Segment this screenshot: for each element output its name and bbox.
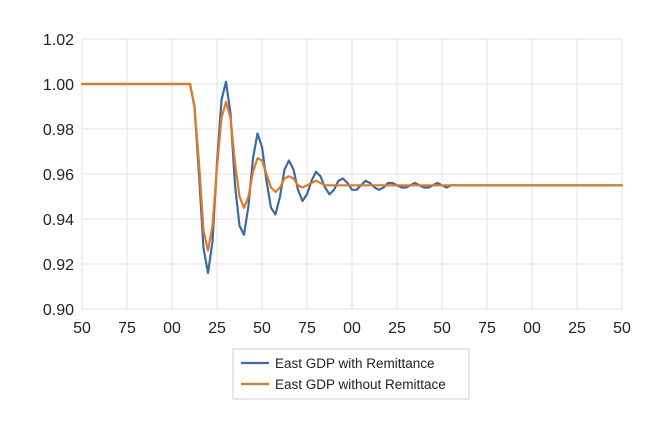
x-tick-label: 75 [118, 320, 136, 337]
x-tick-label: 50 [73, 320, 91, 337]
x-tick-label: 50 [433, 320, 451, 337]
x-tick-label: 75 [298, 320, 316, 337]
x-tick-label: 25 [388, 320, 406, 337]
y-axis: 0.90 0.92 0.94 0.96 0.98 1.00 1.02 [43, 32, 74, 319]
legend: East GDP with Remittance East GDP without… [232, 348, 470, 400]
x-tick-label: 50 [613, 320, 631, 337]
legend-label: East GDP with Remittance [275, 356, 435, 371]
x-tick-label: 00 [163, 320, 181, 337]
x-tick-label: 00 [343, 320, 361, 337]
y-tick-label: 0.90 [43, 302, 74, 319]
gridlines [81, 38, 623, 310]
y-tick-label: 0.94 [43, 212, 74, 229]
x-tick-label: 75 [478, 320, 496, 337]
y-tick-label: 1.00 [43, 77, 74, 94]
x-tick-label: 25 [568, 320, 586, 337]
series-line-2 [80, 82, 624, 252]
legend-box [232, 348, 470, 400]
legend-label: East GDP without Remittace [275, 377, 446, 392]
x-tick-label: 25 [208, 320, 226, 337]
x-tick-label: 50 [253, 320, 271, 337]
x-tick-label: 00 [523, 320, 541, 337]
y-tick-label: 0.98 [43, 122, 74, 139]
y-tick-label: 0.92 [43, 257, 74, 274]
y-tick-label: 0.96 [43, 167, 74, 184]
plot-area [80, 80, 624, 275]
y-tick-label: 1.02 [43, 32, 74, 49]
x-axis: 50 75 00 25 50 75 00 25 50 75 00 25 50 [73, 320, 631, 337]
